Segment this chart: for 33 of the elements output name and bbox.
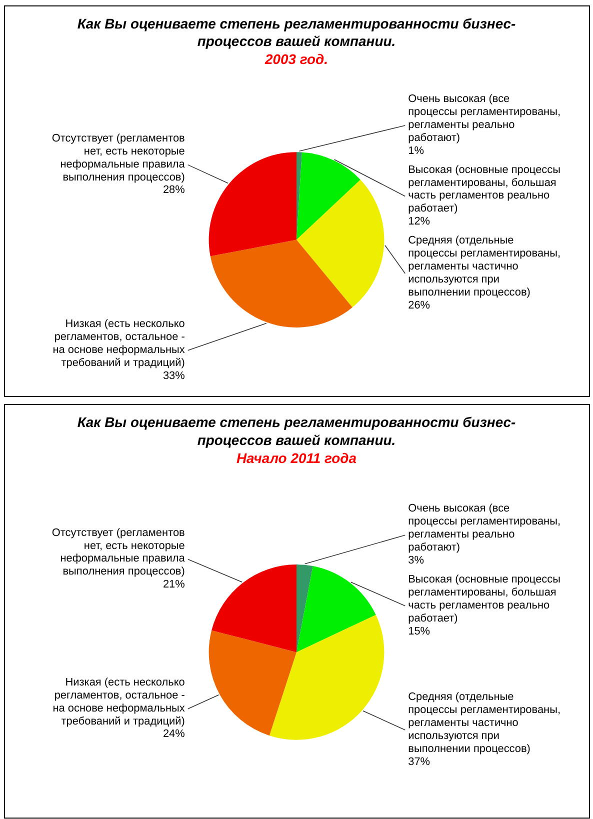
data-label: 28% bbox=[162, 184, 186, 196]
data-label: 12% bbox=[408, 216, 430, 228]
pie-slice bbox=[296, 180, 384, 308]
data-label: 21% bbox=[162, 578, 186, 591]
data-label: 1% bbox=[408, 144, 424, 157]
slice-label: Высокая (основные процессы регламентированы, большая часть регламентов реально работает) bbox=[408, 573, 561, 624]
slice-label: Низкая (есть несколько регламентов, остальное - на основе неформальных требований и традиций) bbox=[52, 676, 186, 728]
slice-label: Очень высокая (все процессы регламентированы, регламенты реально работают) bbox=[408, 93, 561, 144]
pie-slice bbox=[208, 152, 296, 256]
pie-slice bbox=[296, 152, 360, 240]
slice-label: Средняя (отдельные процессы регламентированы, регламенты частично используются при выполнении процессов) bbox=[408, 234, 561, 298]
pie-slice bbox=[269, 614, 384, 740]
pie-slice bbox=[208, 630, 296, 736]
pie-slice bbox=[210, 240, 352, 328]
data-label: 33% bbox=[162, 370, 186, 382]
chart-subtitle: Начало 2011 года bbox=[236, 450, 357, 466]
slice-label: Очень высокая (все процессы регламентированы, регламенты реально работают) bbox=[408, 502, 561, 554]
pie-slice bbox=[296, 564, 313, 652]
chart-subtitle: 2003 год. bbox=[264, 51, 328, 68]
slice-label: Средняя (отдельные процессы регламентированы, регламенты частично используются при выполнении процессов) bbox=[408, 691, 561, 755]
data-label: 3% bbox=[408, 554, 424, 567]
data-label: 37% bbox=[408, 756, 430, 768]
data-label: 15% bbox=[408, 625, 430, 638]
slice-label: Отсутствует (регламентов нет, есть некоторые неформальные правила выполнения процессов) bbox=[52, 132, 186, 184]
chart-title: Как Вы оцениваете степень регламентированности бизнес-процессов вашей компании. bbox=[77, 414, 516, 448]
slice-label: Низкая (есть несколько регламентов, остальное - на основе неформальных требований и традиций) bbox=[52, 318, 186, 369]
data-label: 26% bbox=[408, 299, 430, 312]
slice-label: Высокая (основные процессы регламентированы, большая часть регламентов реально работает) bbox=[408, 164, 561, 215]
data-label: 24% bbox=[162, 728, 186, 740]
chart-title: Как Вы оцениваете степень регламентированности бизнес-процессов вашей компании. bbox=[77, 15, 516, 50]
pie-slice bbox=[212, 564, 296, 652]
pie-slice bbox=[296, 566, 376, 652]
slice-label: Отсутствует (регламентов нет, есть некоторые неформальные правила выполнения процессов) bbox=[52, 526, 186, 578]
